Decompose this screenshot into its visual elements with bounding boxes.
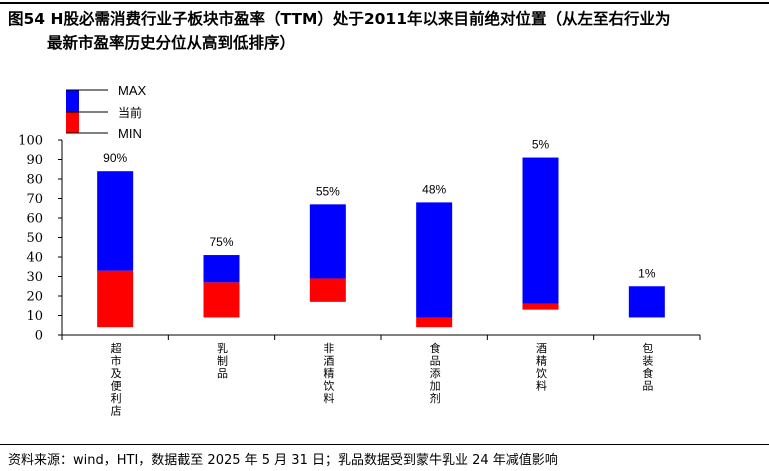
bottom-rule xyxy=(0,444,769,445)
category-label-char: 乳 xyxy=(217,342,228,355)
y-tick-label: 100 xyxy=(18,134,43,149)
y-tick-label: 70 xyxy=(26,192,43,207)
category-label-char: 酒 xyxy=(323,355,334,368)
category-label-char: 便 xyxy=(111,380,122,393)
y-tick-label: 0 xyxy=(35,329,43,344)
category-label-char: 食 xyxy=(430,341,441,355)
bar-min-to-current xyxy=(522,303,559,310)
y-tick-label: 30 xyxy=(26,270,43,285)
category-label-char: 制 xyxy=(217,355,228,368)
figure-title-line2: 最新市盈率历史分位从高到低排序） xyxy=(47,34,296,52)
category-label-char: 精 xyxy=(323,367,334,380)
category-label-char: 市 xyxy=(111,354,122,368)
category-label-char: 剂 xyxy=(430,391,441,405)
legend: MAX 当前 MIN xyxy=(66,83,147,141)
bar-current-to-max xyxy=(628,286,665,318)
category-label-char: 及 xyxy=(111,367,122,380)
y-tick-label: 90 xyxy=(26,153,43,168)
bar-min-to-current xyxy=(309,278,346,302)
legend-swatch-current xyxy=(66,112,79,133)
bar-min-to-current xyxy=(416,317,453,328)
legend-label-current: 当前 xyxy=(118,105,142,120)
category-label-char: 包 xyxy=(642,342,653,355)
bar-min-to-current xyxy=(97,270,134,328)
y-tick-label: 80 xyxy=(26,173,43,188)
bar-current-to-max xyxy=(416,202,453,318)
figure-title-line1: 图54 H股必需消费行业子板块市盈率（TTM）处于2011年以来目前绝对位置（从… xyxy=(8,10,671,28)
y-tick-label: 40 xyxy=(26,251,43,266)
category-label-char: 食 xyxy=(642,366,653,380)
percentile-label: 55% xyxy=(316,184,340,198)
y-tick-label: 60 xyxy=(26,212,43,227)
category-label-char: 装 xyxy=(642,355,653,368)
category-label-char: 店 xyxy=(111,404,122,418)
top-rule xyxy=(0,2,769,4)
bar-current-to-max xyxy=(309,204,346,279)
y-tick-label: 10 xyxy=(26,309,43,324)
percentile-label: 48% xyxy=(422,182,446,196)
bar-current-to-max xyxy=(97,171,134,271)
y-axis: 0 10 20 30 40 50 60 70 80 90 100 xyxy=(18,134,63,344)
percentile-label: 75% xyxy=(209,235,233,249)
category-label-char: 添 xyxy=(430,366,441,380)
figure-title: 图54 H股必需消费行业子板块市盈率（TTM）处于2011年以来目前绝对位置（从… xyxy=(8,7,758,55)
category-label-char: 精 xyxy=(536,355,547,368)
category-label-char: 饮 xyxy=(536,367,547,380)
bars xyxy=(97,157,665,328)
y-tick-label: 20 xyxy=(26,290,43,305)
category-label-char: 品 xyxy=(430,355,441,368)
percentile-labels: 90% 75% 55% 48% 5% 1% xyxy=(103,138,656,281)
category-label-char: 非 xyxy=(323,342,334,355)
legend-label-max: MAX xyxy=(118,83,147,98)
category-label-char: 加 xyxy=(430,380,441,393)
bar-current-to-max xyxy=(203,255,240,283)
category-label-char: 料 xyxy=(536,379,547,393)
category-label-char: 品 xyxy=(217,367,228,380)
y-tick-label: 50 xyxy=(26,231,43,246)
category-label-char: 料 xyxy=(323,391,334,405)
category-label-char: 利 xyxy=(111,392,122,405)
source-note: 资料来源：wind，HTI，数据截至 2025 年 5 月 31 日；乳品数据受… xyxy=(8,453,558,468)
percentile-label: 5% xyxy=(532,138,550,152)
category-label-char: 饮 xyxy=(323,380,334,393)
percentile-label: 90% xyxy=(103,151,127,165)
percentile-label: 1% xyxy=(638,266,656,280)
category-label-char: 超 xyxy=(111,341,122,355)
bar-min-to-current xyxy=(203,282,240,318)
legend-label-min: MIN xyxy=(118,126,142,141)
category-label-char: 酒 xyxy=(536,342,547,355)
category-label-char: 品 xyxy=(642,380,653,393)
bar-current-to-max xyxy=(522,157,559,304)
legend-swatch-max xyxy=(66,90,79,112)
